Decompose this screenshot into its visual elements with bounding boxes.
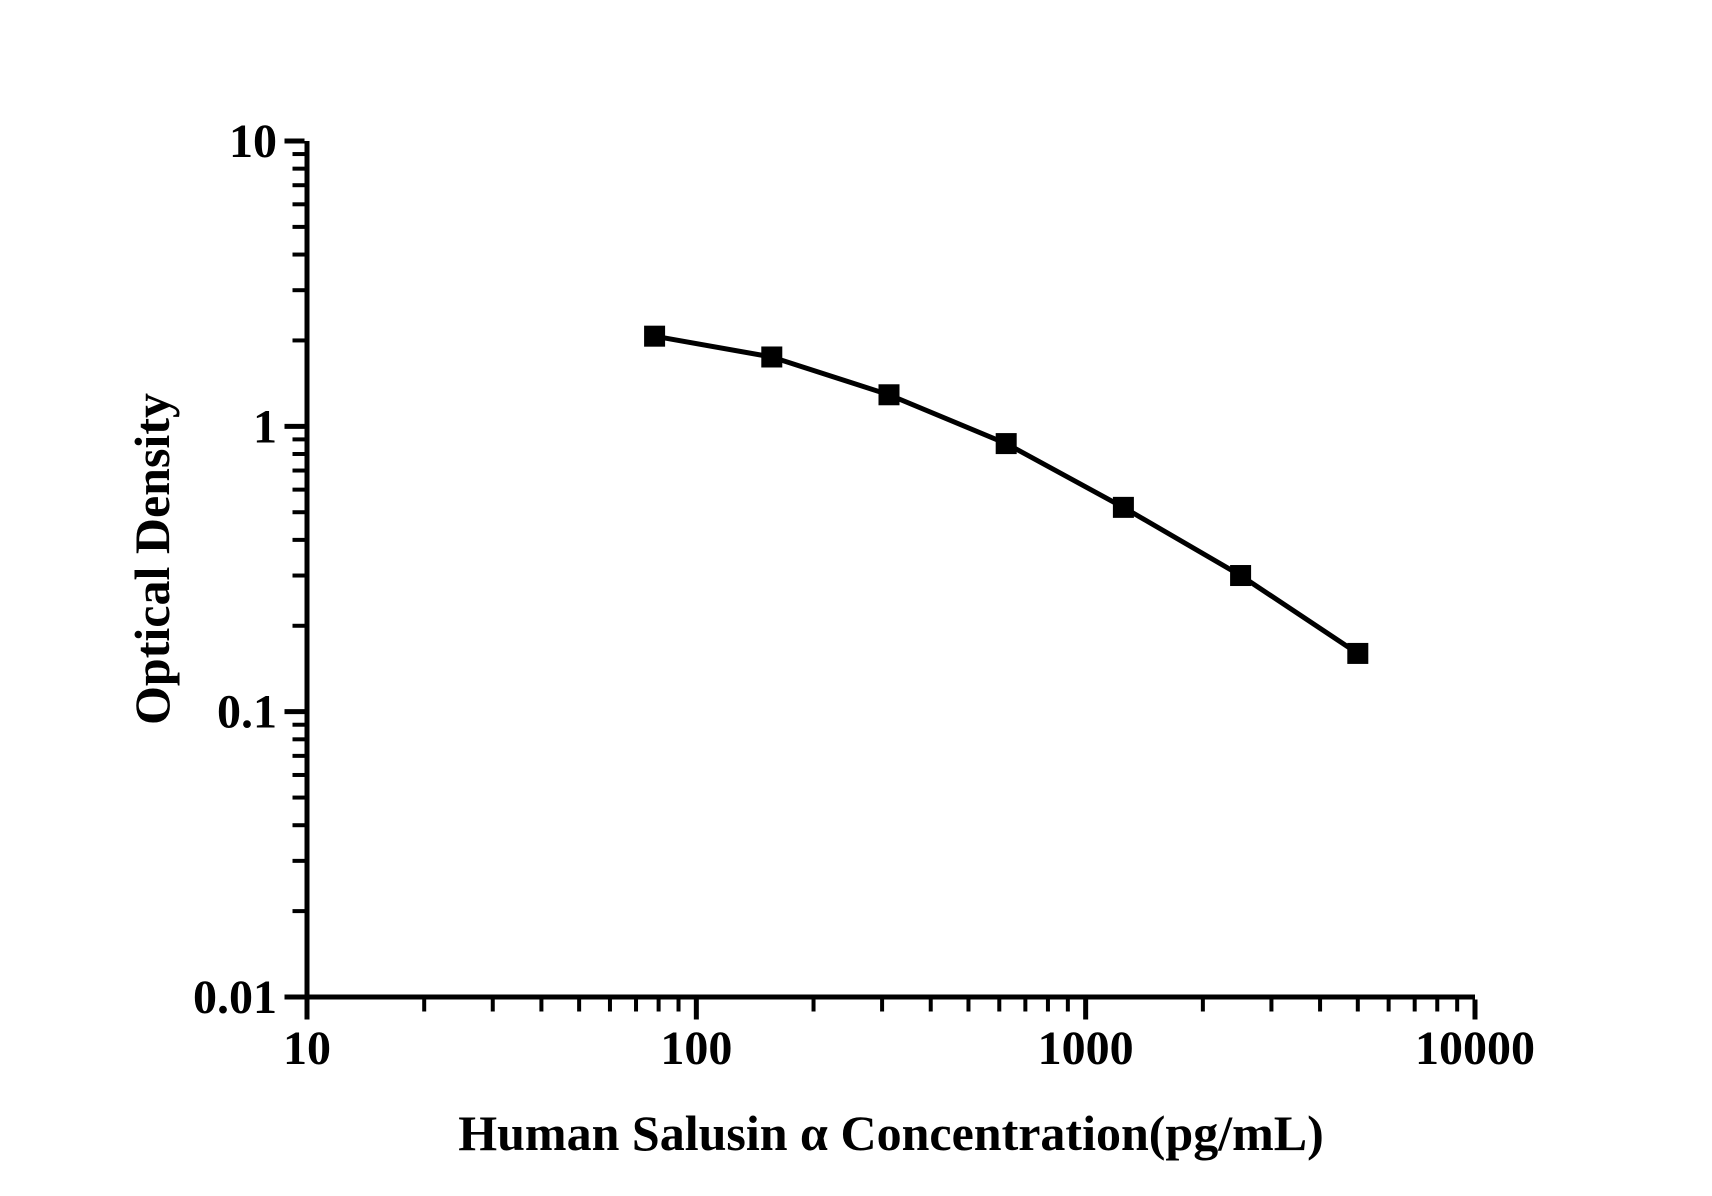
data-point-marker [1112,496,1134,518]
x-tick-label: 10000 [1415,1022,1535,1075]
y-tick-label: 0.01 [193,971,277,1024]
data-point-marker [644,325,666,347]
x-tick-label: 100 [660,1022,732,1075]
data-point-marker [761,346,783,368]
y-tick-label: 1 [253,400,277,453]
data-point-marker [878,384,900,406]
y-tick-label: 0.1 [217,686,277,739]
x-tick-label: 1000 [1038,1022,1134,1075]
y-tick-label: 10 [229,115,277,168]
x-axis-title: Human Salusin α Concentration(pg/mL) [458,1105,1324,1161]
standard-curve-line [654,333,1360,656]
data-point-marker [995,433,1017,455]
x-tick-label: 10 [283,1022,331,1075]
data-point-marker [1230,565,1252,587]
y-axis-title: Optical Density [124,393,180,725]
data-point-marker [1347,642,1369,664]
